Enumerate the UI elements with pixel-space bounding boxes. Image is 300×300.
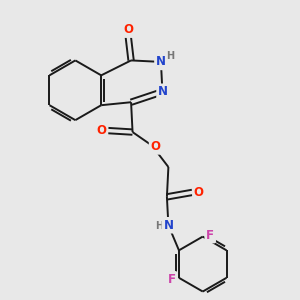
Text: O: O: [97, 124, 106, 137]
Text: F: F: [167, 273, 175, 286]
Text: N: N: [156, 56, 166, 68]
Text: H: H: [155, 221, 164, 231]
Text: O: O: [151, 140, 160, 153]
Text: O: O: [123, 23, 133, 36]
Text: O: O: [194, 186, 204, 199]
Text: N: N: [164, 219, 173, 232]
Text: N: N: [158, 85, 168, 98]
Text: F: F: [206, 229, 214, 242]
Text: H: H: [167, 51, 175, 61]
